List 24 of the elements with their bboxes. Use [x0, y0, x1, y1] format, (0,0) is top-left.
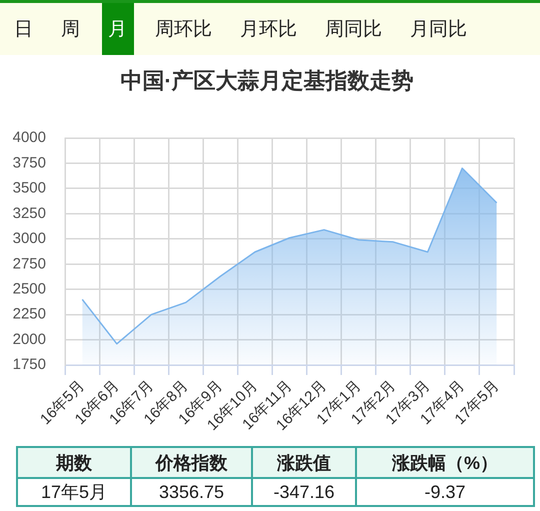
y-tick-label: 2750 — [12, 255, 46, 272]
text: 周 — [60, 18, 81, 42]
y-tick-label: 3750 — [12, 154, 46, 172]
chart-title: 中国·产区大蒜月定基指数走势 — [119, 67, 415, 95]
y-tick-label: 3500 — [12, 180, 46, 197]
y-tick-label: 2250 — [12, 306, 46, 323]
y-tick-label: 2500 — [12, 280, 46, 298]
text: 周同比 — [324, 18, 383, 42]
table-header-cell: 涨跌幅（%） — [356, 447, 534, 478]
text: 日 — [13, 18, 34, 42]
text: 周环比 — [154, 18, 213, 42]
text: 月同比 — [409, 18, 468, 42]
table-cell: -9.37 — [356, 478, 534, 506]
y-tick-label: 1750 — [12, 356, 46, 374]
selected-tab: 月 — [102, 3, 134, 55]
y-tick-label: 4000 — [12, 129, 46, 146]
y-tick-label: 3000 — [12, 230, 46, 248]
table-header-cell: 期数 — [17, 447, 131, 478]
y-tick-label: 2000 — [12, 330, 46, 348]
table-cell: 17年5月 — [17, 478, 131, 506]
table-cell: 3356.75 — [131, 478, 252, 506]
text: 月环比 — [239, 18, 298, 42]
y-tick-label: 3250 — [12, 204, 46, 222]
table-cell: -347.16 — [252, 478, 356, 506]
